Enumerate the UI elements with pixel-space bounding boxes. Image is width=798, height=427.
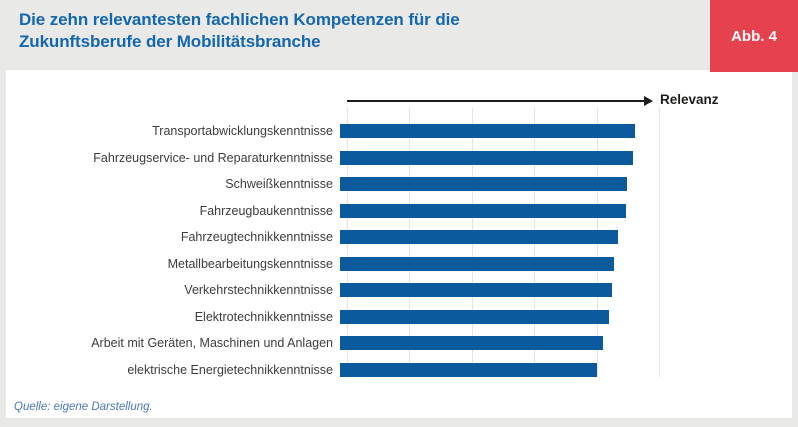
bar: [340, 362, 597, 377]
bar-track: [340, 177, 652, 191]
bar-track: [340, 124, 652, 138]
source-note: Quelle: eigene Darstellung.: [14, 401, 153, 413]
relevance-axis-line: [347, 100, 644, 102]
bar-rows: Transportabwicklungskenntnisse Fahrzeugs…: [6, 118, 792, 383]
bar-label: Elektrotechnikkenntnisse: [194, 309, 333, 324]
bar-label: Arbeit mit Geräten, Maschinen und Anlage…: [91, 336, 333, 350]
figure-title: Die zehn relevantesten fachlichen Kompet…: [19, 9, 619, 52]
figure-title-line-2: Zukunftsberufe der Mobilitätsbranche: [19, 31, 321, 51]
bar: [340, 124, 635, 138]
bar-label: Verkehrstechnikkenntnisse: [184, 283, 333, 297]
bar-track: [340, 283, 652, 297]
bar-label: Schweißkenntnisse: [225, 177, 333, 191]
bar: [340, 230, 618, 244]
axis-label: Relevanz: [660, 92, 719, 107]
bar-row: Fahrzeugservice- und Reparaturkenntnisse: [6, 144, 792, 171]
bar-track: [340, 336, 652, 350]
bar: [340, 150, 633, 165]
figure-title-line-1: Die zehn relevantesten fachlichen Kompet…: [19, 10, 460, 29]
bar-row: Fahrzeugtechnikkenntnisse: [6, 224, 792, 251]
bar-label: Transportabwicklungskenntnisse: [152, 124, 333, 138]
bar: [340, 256, 614, 271]
bar-track: [340, 309, 652, 324]
chart-panel: Relevanz Transportabwicklungskenntnisse …: [6, 70, 792, 418]
figure-number-badge: Abb. 4: [710, 0, 798, 72]
figure-header: Die zehn relevantesten fachlichen Kompet…: [0, 0, 798, 72]
bar: [340, 283, 612, 297]
arrow-right-icon: [644, 96, 653, 106]
bar-row: Transportabwicklungskenntnisse: [6, 118, 792, 145]
bar-row: Arbeit mit Geräten, Maschinen und Anlage…: [6, 330, 792, 357]
bar: [340, 309, 609, 324]
bar: [340, 203, 626, 218]
bar-label: Metallbearbeitungskenntnisse: [167, 256, 333, 271]
bar: [340, 177, 627, 191]
bar-track: [340, 362, 652, 377]
bar-row: Metallbearbeitungskenntnisse: [6, 250, 792, 277]
bar-row: Fahrzeugbaukenntnisse: [6, 197, 792, 224]
bar: [340, 336, 603, 350]
bar-row: Schweißkenntnisse: [6, 171, 792, 198]
bar-track: [340, 256, 652, 271]
bar-row: elektrische Energietechnikkenntnisse: [6, 356, 792, 383]
bar-label: Fahrzeugtechnikkenntnisse: [180, 230, 333, 244]
bar-label: Fahrzeugservice- und Reparaturkenntnisse: [93, 150, 333, 165]
bar-label: Fahrzeugbaukenntnisse: [199, 203, 333, 218]
bar-track: [340, 150, 652, 165]
bar-track: [340, 230, 652, 244]
bar-row: Verkehrstechnikkenntnisse: [6, 277, 792, 304]
bar-row: Elektrotechnikkenntnisse: [6, 303, 792, 330]
bar-track: [340, 203, 652, 218]
bar-label: elektrische Energietechnikkenntnisse: [127, 362, 333, 377]
gridline: [659, 108, 660, 377]
